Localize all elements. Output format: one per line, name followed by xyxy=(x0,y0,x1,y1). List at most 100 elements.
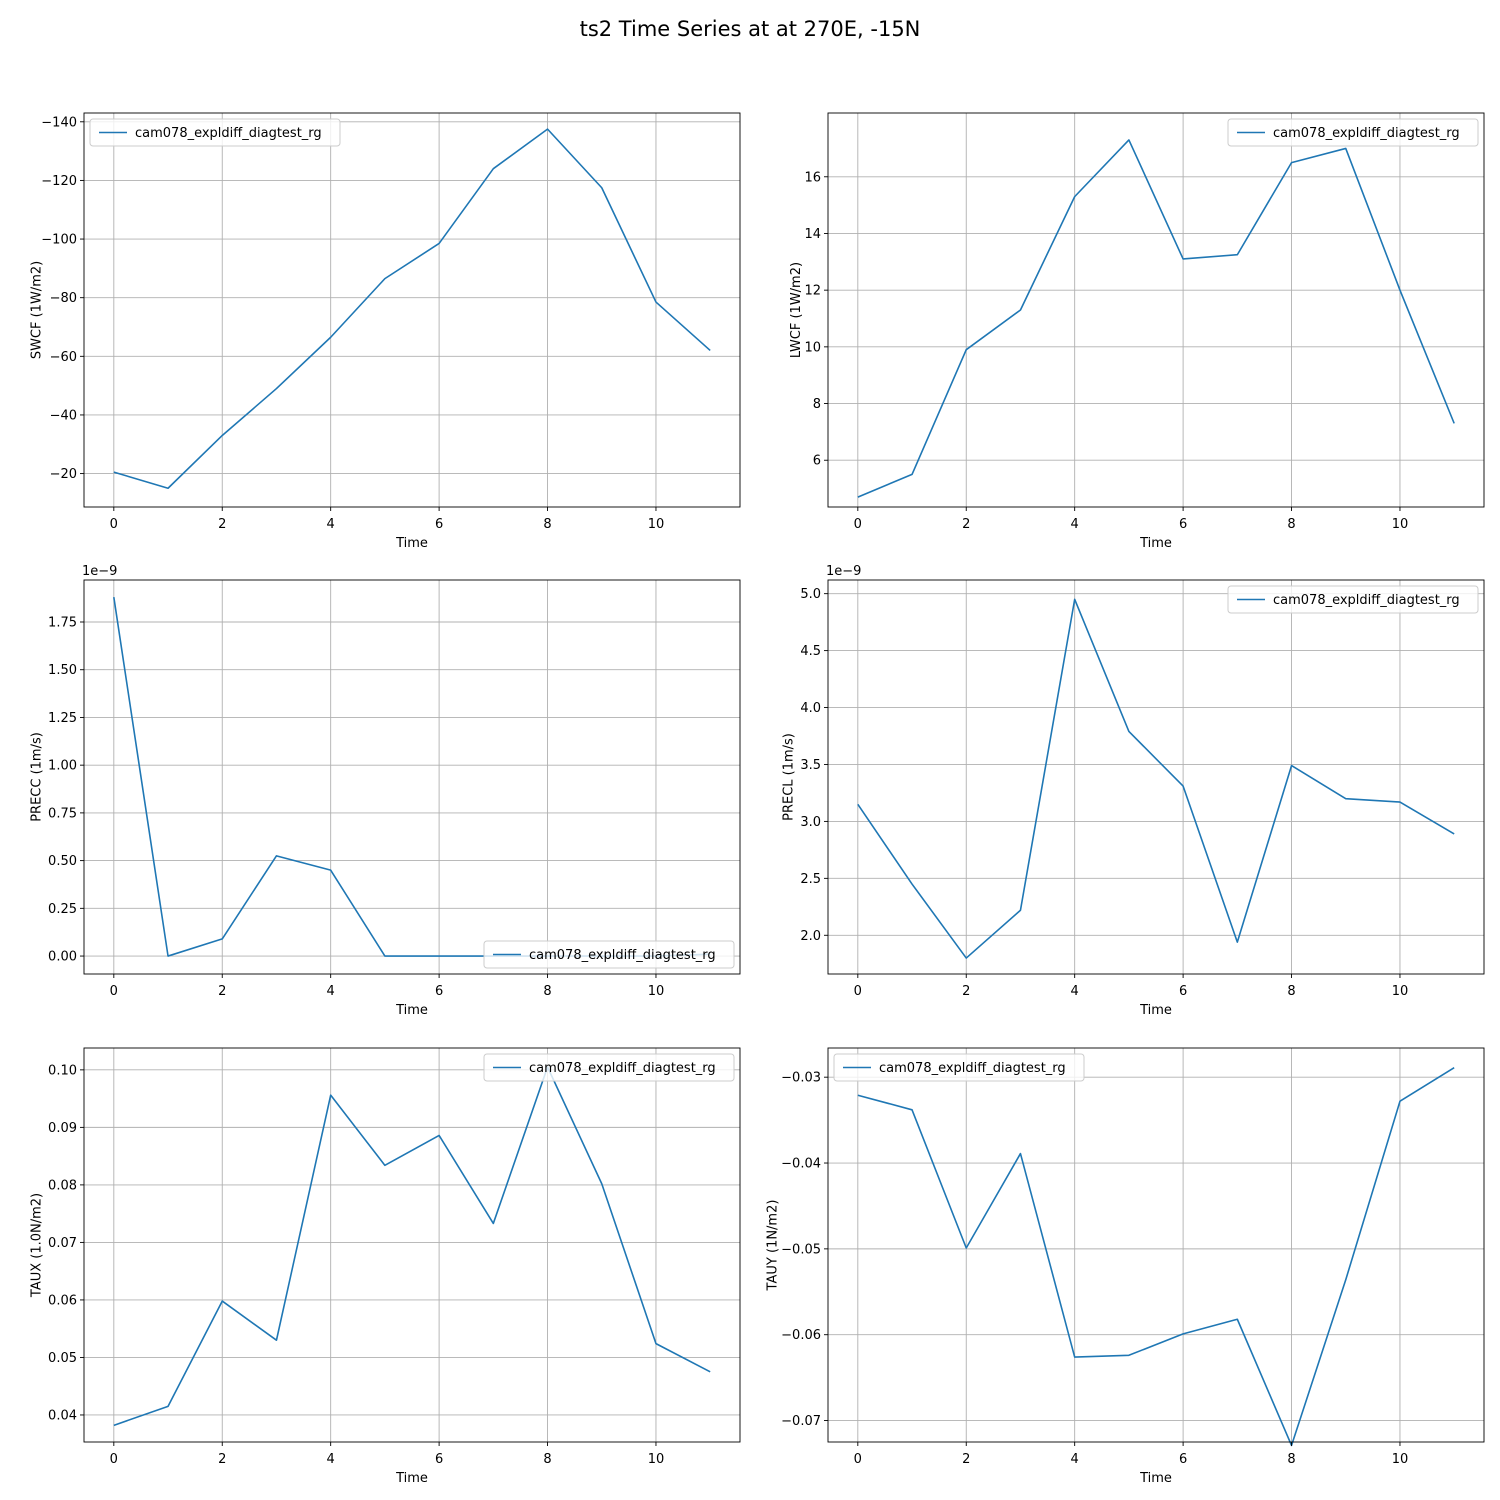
legend-box xyxy=(1227,118,1479,147)
x-tick-label: 8 xyxy=(1287,984,1295,999)
data-point xyxy=(545,127,550,132)
y-tick-label: 4.5 xyxy=(800,644,821,659)
data-point xyxy=(653,1341,658,1346)
y-tick-label: 0.07 xyxy=(48,1236,77,1251)
data-point xyxy=(1072,194,1077,199)
x-tick-label: 10 xyxy=(1392,984,1409,999)
data-point xyxy=(708,348,713,353)
legend: cam078_expldiff_diagtest_rg xyxy=(483,940,735,969)
data-point xyxy=(274,1338,279,1343)
y-tick-label: 0.00 xyxy=(48,950,77,965)
y-tick-label: 6 xyxy=(813,454,821,469)
x-tick-label: 6 xyxy=(435,1452,443,1467)
y-tick-label: 0.75 xyxy=(48,806,77,821)
x-tick-label: 8 xyxy=(543,517,551,532)
data-point xyxy=(111,1423,116,1428)
subplot-6: 0 2 4 6 8 10 −0.07 −0.06 −0.05 −0.04 −0.03 Time TAUY… xyxy=(766,1047,1485,1486)
x-tick-label: 6 xyxy=(1179,984,1187,999)
data-point xyxy=(910,1107,915,1112)
y-tick-label: 3.5 xyxy=(800,758,821,773)
y-tick-label: 10 xyxy=(804,340,821,355)
y-tick-label: −0.05 xyxy=(781,1242,821,1257)
axes-frame xyxy=(83,1047,741,1443)
data-point xyxy=(599,1181,604,1186)
axes-frame xyxy=(83,112,741,508)
y-tick-label: 1.50 xyxy=(48,663,77,678)
legend-label: cam078_expldiff_diagtest_rg xyxy=(529,1061,716,1076)
series-line xyxy=(113,128,711,490)
y-axis-label: TAUX (1.0N/m2) xyxy=(29,1193,44,1298)
y-tick-label: 1.00 xyxy=(48,759,77,774)
data-point xyxy=(111,595,116,600)
x-tick-label: 10 xyxy=(1392,1452,1409,1467)
x-tick-label: 10 xyxy=(648,984,665,999)
data-point xyxy=(910,472,915,477)
legend: cam078_expldiff_diagtest_rg xyxy=(483,1053,735,1082)
series-line xyxy=(857,1067,1455,1447)
x-tick-label: 0 xyxy=(110,517,118,532)
x-tick-label: 2 xyxy=(962,517,970,532)
data-point xyxy=(964,347,969,352)
data-point xyxy=(1126,137,1131,142)
data-point xyxy=(1235,1317,1240,1322)
legend-box xyxy=(483,1053,735,1082)
data-point xyxy=(964,956,969,961)
data-point xyxy=(111,470,116,475)
x-tick-label: 2 xyxy=(962,984,970,999)
x-axis-label: Time xyxy=(395,536,428,551)
axes-frame xyxy=(83,579,741,975)
figure-title: ts2 Time Series at at 270E, -15N xyxy=(580,17,921,41)
data-point xyxy=(1181,1331,1186,1336)
data-point xyxy=(437,954,442,959)
y-tick-label: 2.0 xyxy=(800,929,821,944)
data-point xyxy=(1018,308,1023,313)
data-point xyxy=(1452,1065,1457,1070)
axes-frame xyxy=(827,1047,1485,1443)
x-tick-label: 8 xyxy=(543,984,551,999)
y-tick-label: −100 xyxy=(41,233,77,248)
data-point xyxy=(166,954,171,959)
x-tick-label: 6 xyxy=(1179,517,1187,532)
data-point xyxy=(491,1221,496,1226)
x-tick-label: 8 xyxy=(543,1452,551,1467)
data-point xyxy=(1072,1355,1077,1360)
series-line xyxy=(113,1066,711,1427)
y-tick-label: 3.0 xyxy=(800,815,821,830)
y-tick-label: 2.5 xyxy=(800,872,821,887)
y-tick-label: 4.0 xyxy=(800,701,821,716)
data-point xyxy=(1181,784,1186,789)
legend: cam078_expldiff_diagtest_rg xyxy=(1227,585,1479,614)
subplot-4: 0 2 4 6 8 10 2.0 2.5 3.0 3.5 4.0 4.5 5.0 Time PRECL (1… xyxy=(781,564,1485,1018)
data-point xyxy=(437,241,442,246)
y-tick-label: 0.09 xyxy=(48,1121,77,1136)
subplot-5: 0 2 4 6 8 10 0.04 0.05 0.06 0.07 0.08 0.09 0.10 Time T… xyxy=(29,1047,741,1486)
x-tick-label: 0 xyxy=(854,517,862,532)
data-point xyxy=(1397,1099,1402,1104)
y-axis-label: LWCF (1W/m2) xyxy=(789,262,804,358)
y-axis-label: TAUY (1N/m2) xyxy=(766,1200,781,1292)
data-point xyxy=(328,868,333,873)
data-point xyxy=(1018,908,1023,913)
data-point xyxy=(1181,256,1186,261)
subplot-grid: 0 2 4 6 8 10 −20 −40 −60 −80 −100 −120 −140 Time SWCF … xyxy=(29,112,1485,1486)
data-point xyxy=(964,1246,969,1251)
y-tick-label: −60 xyxy=(50,350,77,365)
y-tick-label: 0.06 xyxy=(48,1293,77,1308)
data-point xyxy=(1343,1277,1348,1282)
x-axis-label: Time xyxy=(1139,1471,1172,1486)
y-tick-label: −120 xyxy=(41,174,77,189)
legend: cam078_expldiff_diagtest_rg xyxy=(1227,118,1479,147)
x-tick-label: 4 xyxy=(1071,517,1079,532)
data-point xyxy=(1235,940,1240,945)
data-point xyxy=(1018,1151,1023,1156)
y-tick-label: −20 xyxy=(50,467,77,482)
data-point xyxy=(328,1093,333,1098)
y-tick-label: 5.0 xyxy=(800,587,821,602)
x-tick-label: 10 xyxy=(648,1452,665,1467)
data-point xyxy=(653,300,658,305)
data-point xyxy=(1397,288,1402,293)
x-tick-label: 0 xyxy=(110,984,118,999)
legend-label: cam078_expldiff_diagtest_rg xyxy=(135,126,322,141)
x-axis-label: Time xyxy=(395,1003,428,1018)
